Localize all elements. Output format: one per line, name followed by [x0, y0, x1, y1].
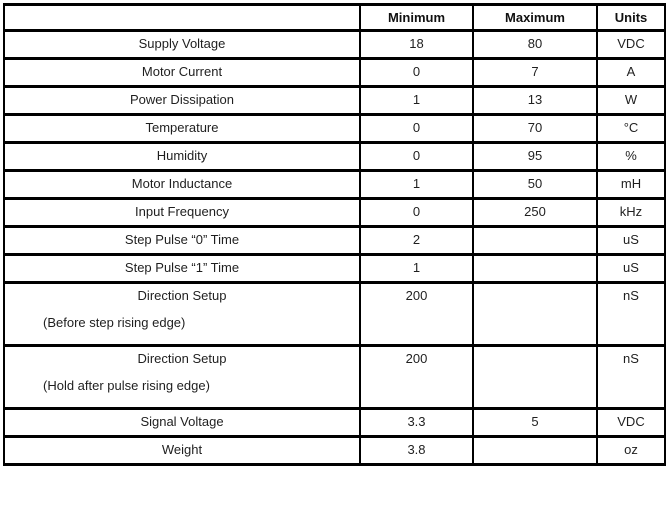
parameter-label: Direction Setup — [137, 351, 227, 366]
table-row: Direction Setup (Before step rising edge)… — [3, 281, 666, 347]
maximum-cell — [472, 435, 598, 466]
minimum-cell: 1 — [359, 253, 474, 284]
parameter-note: (Hold after pulse rising edge) — [43, 378, 210, 393]
parameter-label: Direction Setup — [137, 288, 227, 303]
parameter-cell: Step Pulse “1” Time — [3, 253, 361, 284]
parameter-cell: Weight — [3, 435, 361, 466]
maximum-cell: 80 — [472, 29, 598, 60]
units-cell: A — [596, 57, 666, 88]
table-row: Power Dissipation 1 13 W — [3, 85, 666, 116]
table-row: Step Pulse “0” Time 2 uS — [3, 225, 666, 256]
parameter-cell: Supply Voltage — [3, 29, 361, 60]
minimum-cell: 200 — [359, 281, 474, 347]
minimum-cell: 3.8 — [359, 435, 474, 466]
column-header-parameter — [3, 3, 361, 32]
parameter-cell: Motor Current — [3, 57, 361, 88]
table-row: Step Pulse “1” Time 1 uS — [3, 253, 666, 284]
units-cell: nS — [596, 281, 666, 347]
maximum-cell: 70 — [472, 113, 598, 144]
units-cell: oz — [596, 435, 666, 466]
maximum-cell: 250 — [472, 197, 598, 228]
units-cell: W — [596, 85, 666, 116]
maximum-cell — [472, 344, 598, 410]
table-row: Direction Setup (Hold after pulse rising … — [3, 344, 666, 410]
minimum-cell: 0 — [359, 57, 474, 88]
parameter-cell: Direction Setup (Before step rising edge) — [3, 281, 361, 347]
parameter-cell: Step Pulse “0” Time — [3, 225, 361, 256]
minimum-cell: 0 — [359, 197, 474, 228]
minimum-cell: 2 — [359, 225, 474, 256]
header-row: Minimum Maximum Units — [3, 3, 666, 32]
minimum-cell: 200 — [359, 344, 474, 410]
units-cell: mH — [596, 169, 666, 200]
maximum-cell — [472, 281, 598, 347]
parameter-cell: Temperature — [3, 113, 361, 144]
parameter-note: (Before step rising edge) — [43, 315, 186, 330]
units-cell: VDC — [596, 407, 666, 438]
table-row: Signal Voltage 3.3 5 VDC — [3, 407, 666, 438]
minimum-cell: 3.3 — [359, 407, 474, 438]
units-cell: % — [596, 141, 666, 172]
column-header-maximum: Maximum — [472, 3, 598, 32]
maximum-cell: 5 — [472, 407, 598, 438]
minimum-cell: 0 — [359, 113, 474, 144]
minimum-cell: 1 — [359, 85, 474, 116]
parameter-cell: Signal Voltage — [3, 407, 361, 438]
table-row: Temperature 0 70 °C — [3, 113, 666, 144]
spec-table: Minimum Maximum Units Supply Voltage 18 80… — [3, 3, 666, 466]
maximum-cell: 7 — [472, 57, 598, 88]
table-row: Motor Current 0 7 A — [3, 57, 666, 88]
minimum-cell: 18 — [359, 29, 474, 60]
maximum-cell — [472, 225, 598, 256]
parameter-cell: Input Frequency — [3, 197, 361, 228]
parameter-cell: Humidity — [3, 141, 361, 172]
units-cell: nS — [596, 344, 666, 410]
units-cell: VDC — [596, 29, 666, 60]
table-row: Weight 3.8 oz — [3, 435, 666, 466]
maximum-cell: 50 — [472, 169, 598, 200]
units-cell: uS — [596, 253, 666, 284]
maximum-cell: 95 — [472, 141, 598, 172]
maximum-cell: 13 — [472, 85, 598, 116]
column-header-minimum: Minimum — [359, 3, 474, 32]
parameter-cell: Power Dissipation — [3, 85, 361, 116]
table-row: Supply Voltage 18 80 VDC — [3, 29, 666, 60]
parameter-cell: Direction Setup (Hold after pulse rising … — [3, 344, 361, 410]
units-cell: kHz — [596, 197, 666, 228]
spec-table-body: Supply Voltage 18 80 VDC Motor Current 0 7 A Pow… — [3, 29, 666, 466]
table-row: Input Frequency 0 250 kHz — [3, 197, 666, 228]
table-row: Humidity 0 95% — [3, 141, 666, 172]
parameter-cell: Motor Inductance — [3, 169, 361, 200]
minimum-cell: 1 — [359, 169, 474, 200]
units-cell: °C — [596, 113, 666, 144]
column-header-units: Units — [596, 3, 666, 32]
units-cell: uS — [596, 225, 666, 256]
minimum-cell: 0 — [359, 141, 474, 172]
maximum-cell — [472, 253, 598, 284]
table-row: Motor Inductance 1 50 mH — [3, 169, 666, 200]
